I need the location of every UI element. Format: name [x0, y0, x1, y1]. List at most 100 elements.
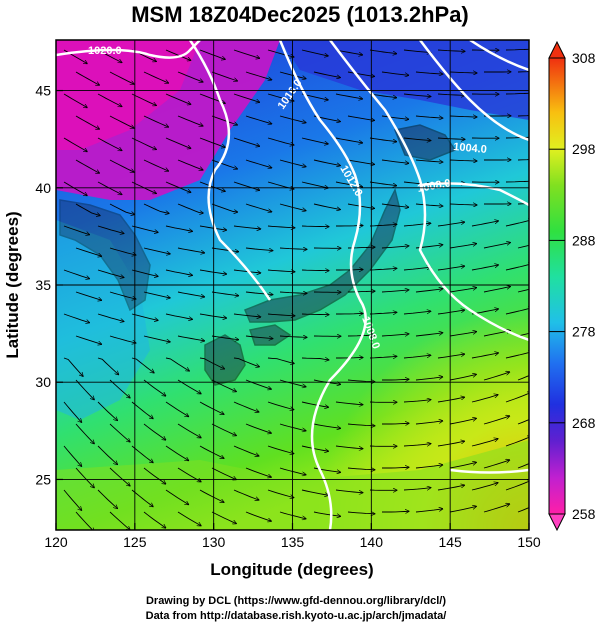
wind-streamline	[517, 375, 529, 381]
wind-streamline	[211, 291, 239, 296]
korea-peninsula	[59, 199, 151, 312]
wind-streamline	[211, 511, 236, 524]
wind-streamline	[505, 392, 529, 403]
wind-streamline	[75, 511, 94, 530]
colorbar-tick-label: 278	[572, 324, 596, 340]
wind-streamline	[177, 423, 201, 438]
wind-streamline	[75, 247, 102, 256]
wind-streamline	[75, 379, 94, 400]
wind-streamline	[517, 244, 529, 249]
wind-streamline	[449, 72, 477, 73]
wind-streamline	[403, 93, 431, 97]
wind-streamline	[211, 335, 239, 340]
wind-streamline	[267, 401, 294, 410]
wind-streamline	[143, 203, 169, 213]
wind-streamline	[403, 488, 431, 491]
colorbar-tick-label: 268	[572, 415, 596, 431]
wind-streamline	[279, 159, 306, 167]
wind-streamline	[131, 357, 154, 373]
colorbar-tick-label: 288	[572, 232, 596, 248]
wind-streamline	[382, 379, 409, 380]
wind-streamline	[347, 115, 375, 120]
wind-streamline	[97, 489, 118, 509]
wind-streamline	[267, 489, 294, 498]
wind-streamline	[211, 203, 238, 212]
isobar-1012	[278, 40, 367, 530]
wind-streamline	[505, 352, 529, 359]
wind-streamline	[109, 467, 130, 486]
wind-streamline	[415, 333, 443, 337]
wind-streamline	[301, 226, 329, 227]
wind-streamline	[177, 511, 201, 526]
wind-streamline	[279, 71, 306, 79]
wind-streamline	[63, 93, 87, 108]
wind-streamline	[131, 313, 158, 320]
wind-streamline	[199, 137, 225, 147]
wind-streamline	[403, 311, 431, 315]
wind-streamline	[165, 93, 191, 104]
wind-streamline	[233, 445, 259, 456]
credit-dcl: Drawing by DCL (https://www.gfd-dennou.o…	[146, 595, 446, 607]
wind-streamline	[403, 223, 431, 227]
wind-streamline	[437, 441, 465, 447]
wind-streamline	[301, 489, 329, 495]
wind-streamline	[199, 49, 225, 59]
colorbar-body	[548, 57, 566, 515]
wind-streamline	[483, 460, 510, 469]
x-tick-label: 125	[123, 534, 147, 550]
wind-streamline	[97, 269, 124, 278]
wind-streamline	[211, 71, 238, 81]
wind-streamline	[369, 312, 397, 314]
kyushu-island	[204, 334, 246, 386]
wind-streamline	[279, 467, 306, 475]
wind-streamline	[347, 512, 375, 514]
wind-streamline	[97, 225, 124, 234]
wind-streamline	[109, 71, 134, 84]
wind-streamline	[369, 356, 397, 358]
wind-streamline	[382, 423, 409, 424]
wind-streamline	[517, 288, 529, 293]
wind-streamline	[313, 203, 340, 210]
x-tick-label: 140	[360, 534, 384, 550]
wind-streamline	[437, 266, 465, 271]
wind-streamline	[279, 511, 306, 519]
wind-streamline	[211, 423, 236, 436]
wind-streamline	[143, 379, 166, 396]
wind-streamline	[471, 439, 498, 447]
wind-streamline	[267, 137, 294, 145]
wind-streamline	[347, 203, 375, 208]
wind-streamline	[437, 485, 465, 491]
wind-streamline	[382, 467, 409, 468]
wind-streamline	[131, 445, 153, 463]
wind-streamline	[471, 221, 499, 227]
wind-streamline	[143, 467, 166, 484]
wind-streamline	[245, 335, 273, 339]
wind-streamline	[131, 401, 153, 419]
wind-streamline	[267, 357, 294, 364]
wind-streamline	[233, 489, 259, 500]
wind-streamline	[97, 445, 118, 465]
wind-streamline	[517, 203, 529, 205]
wind-streamline	[177, 203, 203, 213]
wind-streamline	[165, 225, 193, 231]
wind-streamline	[471, 483, 498, 491]
wind-streamline	[403, 400, 431, 403]
wind-streamline	[165, 181, 191, 192]
wind-streamline	[279, 115, 306, 123]
wind-streamline	[143, 335, 170, 342]
wind-streamline	[505, 308, 529, 315]
wind-streamline	[109, 115, 134, 128]
wind-streamline	[382, 511, 409, 512]
colorbar-tick-label: 258	[572, 506, 596, 522]
wind-streamline	[415, 465, 443, 469]
contour-label-1004: 1004.0	[453, 141, 488, 156]
wind-streamline	[301, 314, 329, 315]
wind-streamline	[301, 49, 328, 56]
wind-streamline	[369, 181, 397, 186]
wind-streamline	[165, 137, 191, 148]
wind-streamline	[233, 357, 259, 367]
wind-streamline	[143, 159, 169, 171]
wind-streamline	[517, 115, 529, 117]
wind-streamline	[517, 71, 529, 73]
wind-streamline	[177, 291, 205, 297]
